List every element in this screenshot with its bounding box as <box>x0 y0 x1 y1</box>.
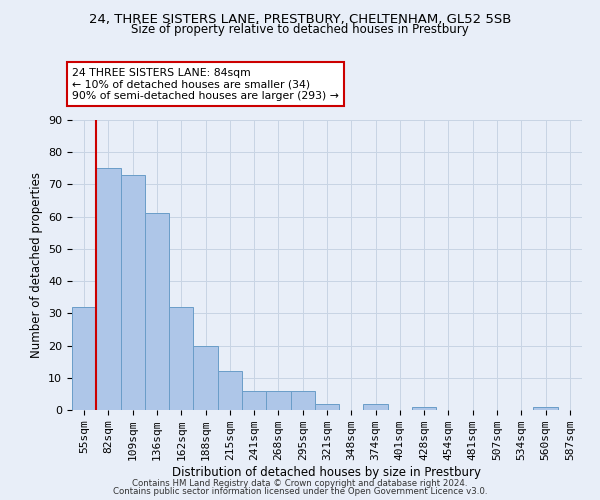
Text: Contains HM Land Registry data © Crown copyright and database right 2024.: Contains HM Land Registry data © Crown c… <box>132 478 468 488</box>
Bar <box>169 307 193 410</box>
Text: Contains public sector information licensed under the Open Government Licence v3: Contains public sector information licen… <box>113 487 487 496</box>
Bar <box>193 346 218 410</box>
Bar <box>290 390 315 410</box>
Text: 24 THREE SISTERS LANE: 84sqm
← 10% of detached houses are smaller (34)
90% of se: 24 THREE SISTERS LANE: 84sqm ← 10% of de… <box>72 68 339 101</box>
Bar <box>121 175 145 410</box>
Bar <box>145 214 169 410</box>
Text: 24, THREE SISTERS LANE, PRESTBURY, CHELTENHAM, GL52 5SB: 24, THREE SISTERS LANE, PRESTBURY, CHELT… <box>89 12 511 26</box>
Bar <box>315 404 339 410</box>
Bar <box>242 390 266 410</box>
Bar <box>72 307 96 410</box>
Bar <box>266 390 290 410</box>
Y-axis label: Number of detached properties: Number of detached properties <box>29 172 43 358</box>
Bar <box>533 407 558 410</box>
Bar <box>96 168 121 410</box>
Bar <box>364 404 388 410</box>
X-axis label: Distribution of detached houses by size in Prestbury: Distribution of detached houses by size … <box>173 466 482 479</box>
Bar <box>218 372 242 410</box>
Text: Size of property relative to detached houses in Prestbury: Size of property relative to detached ho… <box>131 22 469 36</box>
Bar <box>412 407 436 410</box>
